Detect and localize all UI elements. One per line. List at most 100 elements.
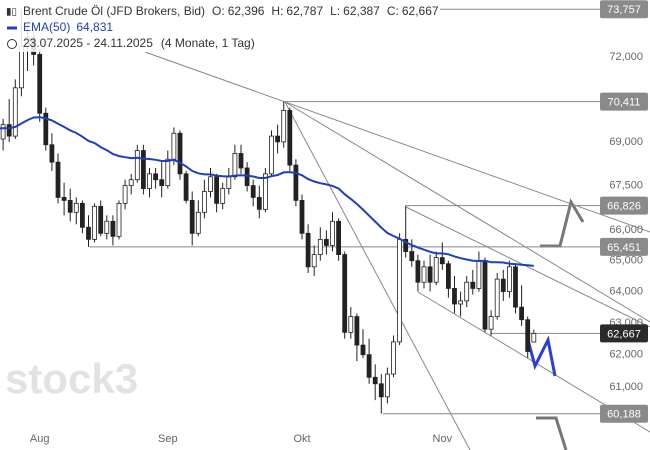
y-tick-label: 65,000 — [609, 255, 643, 267]
candle-body — [366, 354, 372, 378]
candle-body — [311, 254, 317, 268]
candle-body — [12, 87, 18, 137]
candle-body — [55, 161, 61, 198]
candle-body — [342, 254, 348, 333]
ohlc-key: H: — [271, 4, 283, 18]
y-tick-label: 61,000 — [609, 381, 643, 393]
level-label: 65,451 — [607, 242, 641, 254]
candle-body — [293, 164, 299, 201]
candle-body — [275, 135, 281, 143]
candle-body — [531, 333, 537, 343]
candle-body — [317, 238, 323, 255]
candle-body — [37, 54, 43, 114]
candle-body — [116, 202, 122, 237]
candle-body — [189, 199, 195, 234]
y-tick-label: 62,000 — [609, 349, 643, 361]
level-box — [600, 237, 648, 256]
candle-body — [6, 124, 12, 137]
candle-body — [372, 376, 378, 385]
candle-body — [208, 176, 213, 192]
candle-body — [250, 185, 256, 198]
candle-body — [122, 185, 128, 204]
ohlc-key: L: — [330, 4, 340, 18]
ohlc-key: C: — [387, 4, 399, 18]
candle-body — [403, 238, 409, 252]
level-box — [600, 196, 648, 215]
candle-body — [92, 205, 97, 240]
candle-body — [128, 179, 134, 186]
candle-body — [153, 173, 159, 181]
candle-body — [281, 110, 287, 143]
level-label: 62,667 — [607, 328, 641, 340]
ohlc-value: 62,667 — [402, 4, 439, 18]
level-label: 66,826 — [607, 200, 641, 212]
candle-body — [183, 173, 189, 201]
header-icon: ▮▯ — [6, 7, 17, 18]
candle-body — [140, 150, 146, 189]
candle-body — [67, 199, 73, 213]
candle-body — [336, 220, 342, 255]
candle-body — [147, 173, 152, 189]
legend-entry: EMA(50) 64,831 — [23, 20, 113, 34]
candle-body — [494, 278, 500, 317]
candle-body — [110, 220, 116, 237]
x-tick-label: Nov — [433, 433, 453, 445]
candle-body — [452, 288, 457, 305]
y-tick-label: 72,000 — [609, 51, 643, 63]
candle-body — [323, 238, 329, 246]
pattern-symbol — [526, 335, 557, 377]
candle-body — [470, 281, 476, 289]
candle-body — [439, 257, 445, 265]
candle-body — [445, 263, 451, 289]
y-tick-label: 64,000 — [609, 285, 643, 297]
candle-body — [165, 158, 171, 186]
candle-body — [409, 251, 415, 262]
level-box — [600, 0, 648, 19]
y-tick-label: 69,000 — [609, 136, 643, 148]
trend-line — [405, 206, 650, 328]
candle-body — [177, 132, 183, 175]
candle-body — [488, 316, 494, 330]
candle-body — [195, 211, 201, 234]
level-box — [600, 324, 648, 343]
period: 23.07.2025 - 24.11.2025 — [23, 36, 153, 50]
candle-body — [506, 266, 512, 292]
trend-line — [284, 101, 650, 323]
level-label: 73,757 — [607, 4, 641, 16]
candle-body — [226, 176, 232, 189]
candle-body — [201, 191, 207, 213]
header-bg — [0, 0, 440, 52]
watermark: stock3 — [5, 355, 138, 402]
candle-body — [299, 199, 305, 234]
ohlc-value: 62,387 — [343, 4, 380, 18]
ohlc-key: O: — [212, 4, 225, 18]
candle-body — [482, 260, 488, 330]
candle-body — [18, 45, 24, 89]
legend-value: 64,831 — [76, 20, 113, 34]
level-label: 70,411 — [608, 97, 641, 109]
candle-body — [49, 144, 55, 163]
candle-body — [104, 220, 110, 234]
candle-body — [476, 260, 482, 289]
candle-body — [354, 316, 360, 346]
candle-body — [458, 300, 464, 305]
ohlc-value: 62,787 — [286, 4, 323, 18]
candle-body — [171, 132, 177, 160]
candle-body — [134, 150, 140, 181]
candle-body — [43, 112, 49, 146]
candle-body — [80, 202, 85, 228]
candle-body — [305, 232, 311, 268]
candle-body — [220, 188, 226, 204]
level-box — [600, 404, 648, 423]
candle-body — [256, 197, 262, 210]
candle-body — [391, 341, 396, 375]
trend-line — [284, 101, 471, 450]
level-box — [600, 92, 648, 111]
instrument: Brent Crude Öl (JFD Brokers, Bid) — [23, 4, 205, 18]
period-note: (4 Monate, 1 Tag) — [161, 36, 255, 50]
candle-body — [378, 383, 384, 398]
candle-body — [98, 205, 104, 234]
candle-body — [360, 344, 366, 356]
